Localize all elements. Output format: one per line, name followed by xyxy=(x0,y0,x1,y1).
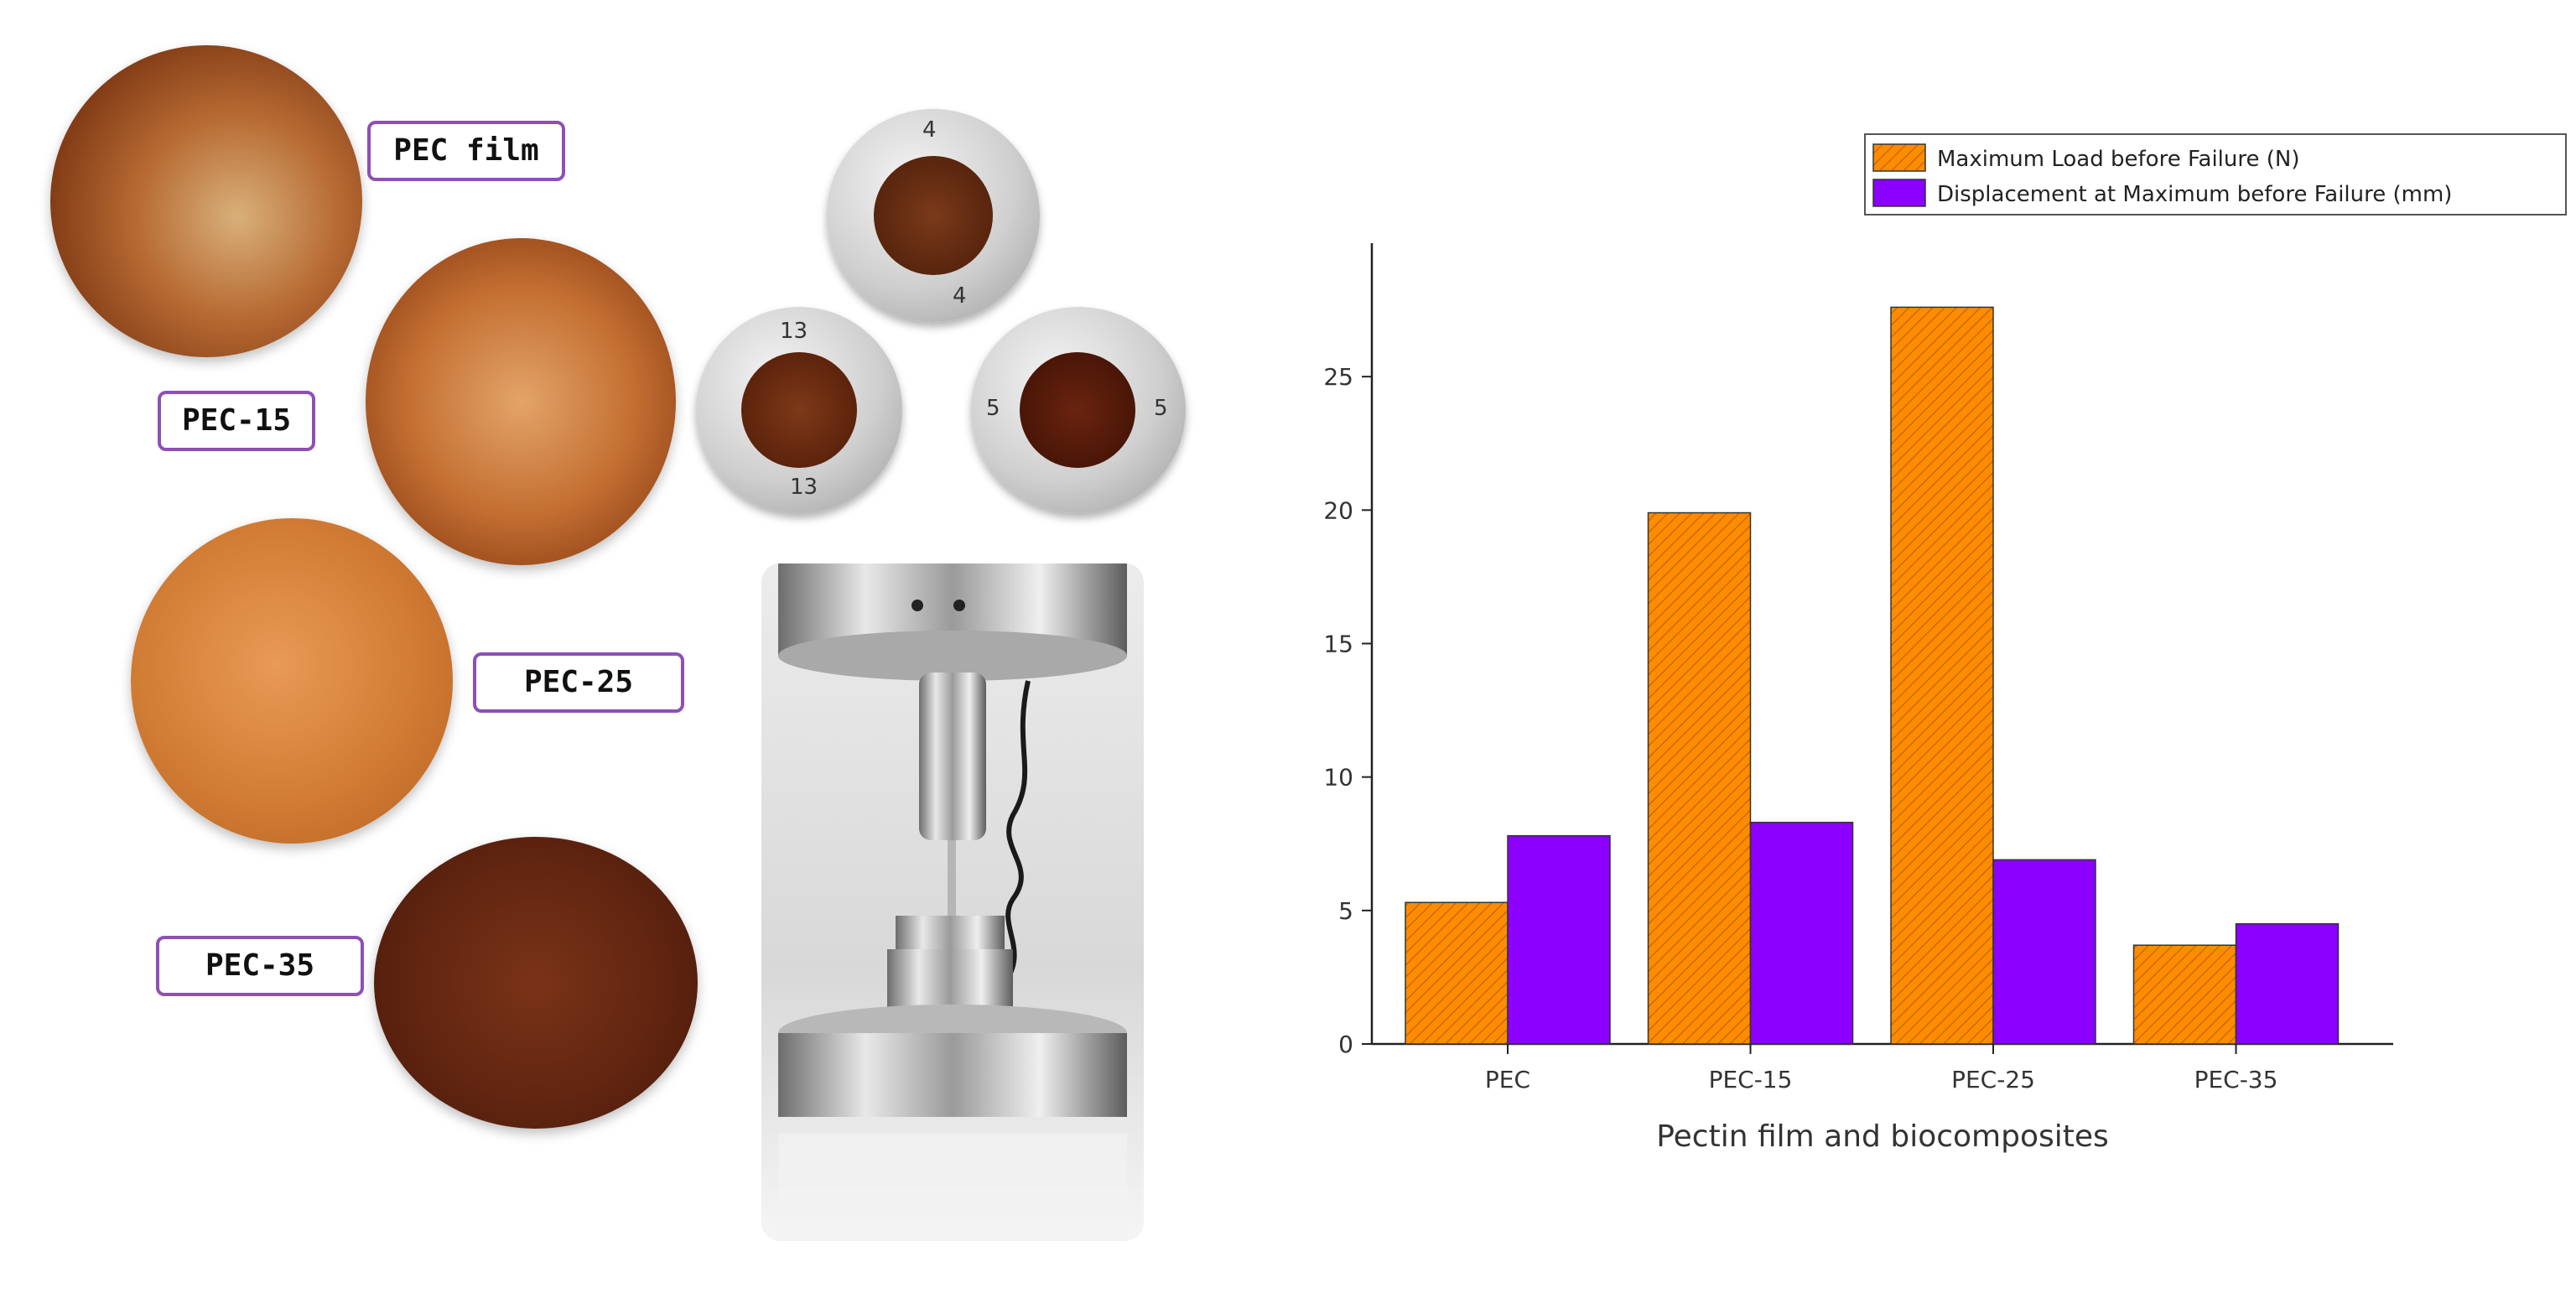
test-machine-illustration xyxy=(778,563,1127,1241)
pec-25-label: PEC-25 xyxy=(473,652,684,713)
y-tick-label: 5 xyxy=(1338,897,1353,925)
y-tick-label: 0 xyxy=(1338,1031,1353,1058)
pec-15-film-photo xyxy=(366,238,676,565)
pec-35-film-photo xyxy=(374,837,698,1129)
y-tick-label: 10 xyxy=(1323,764,1353,792)
x-tick-label: PEC-15 xyxy=(1709,1066,1793,1093)
pec-15-label: PEC-15 xyxy=(158,391,315,451)
bar-displacement xyxy=(1507,834,1611,1045)
holder-number: 13 xyxy=(790,475,818,500)
x-axis-title: Pectin film and biocomposites xyxy=(1656,1119,2109,1154)
x-tick-label: PEC-25 xyxy=(1951,1066,2035,1093)
pec-25-film-photo xyxy=(131,518,453,844)
sensor-cable xyxy=(1002,680,1031,984)
screw-hole xyxy=(911,600,923,611)
sample-holder-4: 4 4 xyxy=(827,109,1040,322)
holder-number: 5 xyxy=(1154,396,1168,421)
y-tick-label: 15 xyxy=(1323,631,1353,658)
plot-area: 0 5 10 15 20 25 PEC PEC-15 PEC-25 PEC-35 Pectin fi… xyxy=(1323,243,2393,1154)
sample-well xyxy=(1020,352,1135,468)
bar-displacement xyxy=(1749,822,1854,1045)
x-tick-label: PEC-35 xyxy=(2194,1066,2278,1093)
y-tick-label: 20 xyxy=(1323,496,1353,524)
bar-displacement xyxy=(1992,859,2096,1045)
bar-displacement xyxy=(2235,923,2340,1045)
legend-swatch-displacement xyxy=(1872,179,1926,207)
probe-rod xyxy=(948,840,956,932)
chart-legend: Maximum Load before Failure (N) Displace… xyxy=(1864,133,2567,216)
holder-number: 5 xyxy=(986,396,1000,421)
holder-number: 4 xyxy=(953,283,967,309)
holder-number: 4 xyxy=(922,117,937,143)
pec-film-label: PEC film xyxy=(367,121,565,181)
puncture-test-machine-photo xyxy=(761,563,1144,1241)
legend-swatch-load xyxy=(1872,143,1926,172)
upper-platen-face xyxy=(778,631,1127,681)
bar-max-load xyxy=(1405,901,1509,1045)
y-tick-label: 25 xyxy=(1323,363,1353,391)
bar-max-load xyxy=(2132,944,2237,1045)
lower-platen xyxy=(778,1033,1127,1117)
pec-film-photo xyxy=(50,45,362,357)
reflection xyxy=(778,1134,1127,1241)
probe-chuck xyxy=(919,672,986,840)
bar-max-load xyxy=(1647,511,1752,1045)
legend-label-load: Maximum Load before Failure (N) xyxy=(1937,147,2300,172)
bar-chart: Maximum Load before Failure (N) Displace… xyxy=(1323,133,2567,1154)
sample-holder-13: 13 13 xyxy=(696,307,902,513)
sample-clamp xyxy=(896,916,1005,949)
sample-well xyxy=(741,352,857,468)
x-tick-label: PEC xyxy=(1485,1066,1530,1093)
sample-holder-5: 5 5 xyxy=(971,307,1186,513)
bar-max-load xyxy=(1890,306,1994,1045)
screw-hole xyxy=(953,600,965,611)
legend-box xyxy=(1864,133,2567,216)
pec-35-label: PEC-35 xyxy=(156,936,364,996)
holder-number: 13 xyxy=(780,319,808,344)
legend-label-displacement: Displacement at Maximum before Failure (… xyxy=(1937,182,2452,207)
sample-well xyxy=(874,156,993,275)
